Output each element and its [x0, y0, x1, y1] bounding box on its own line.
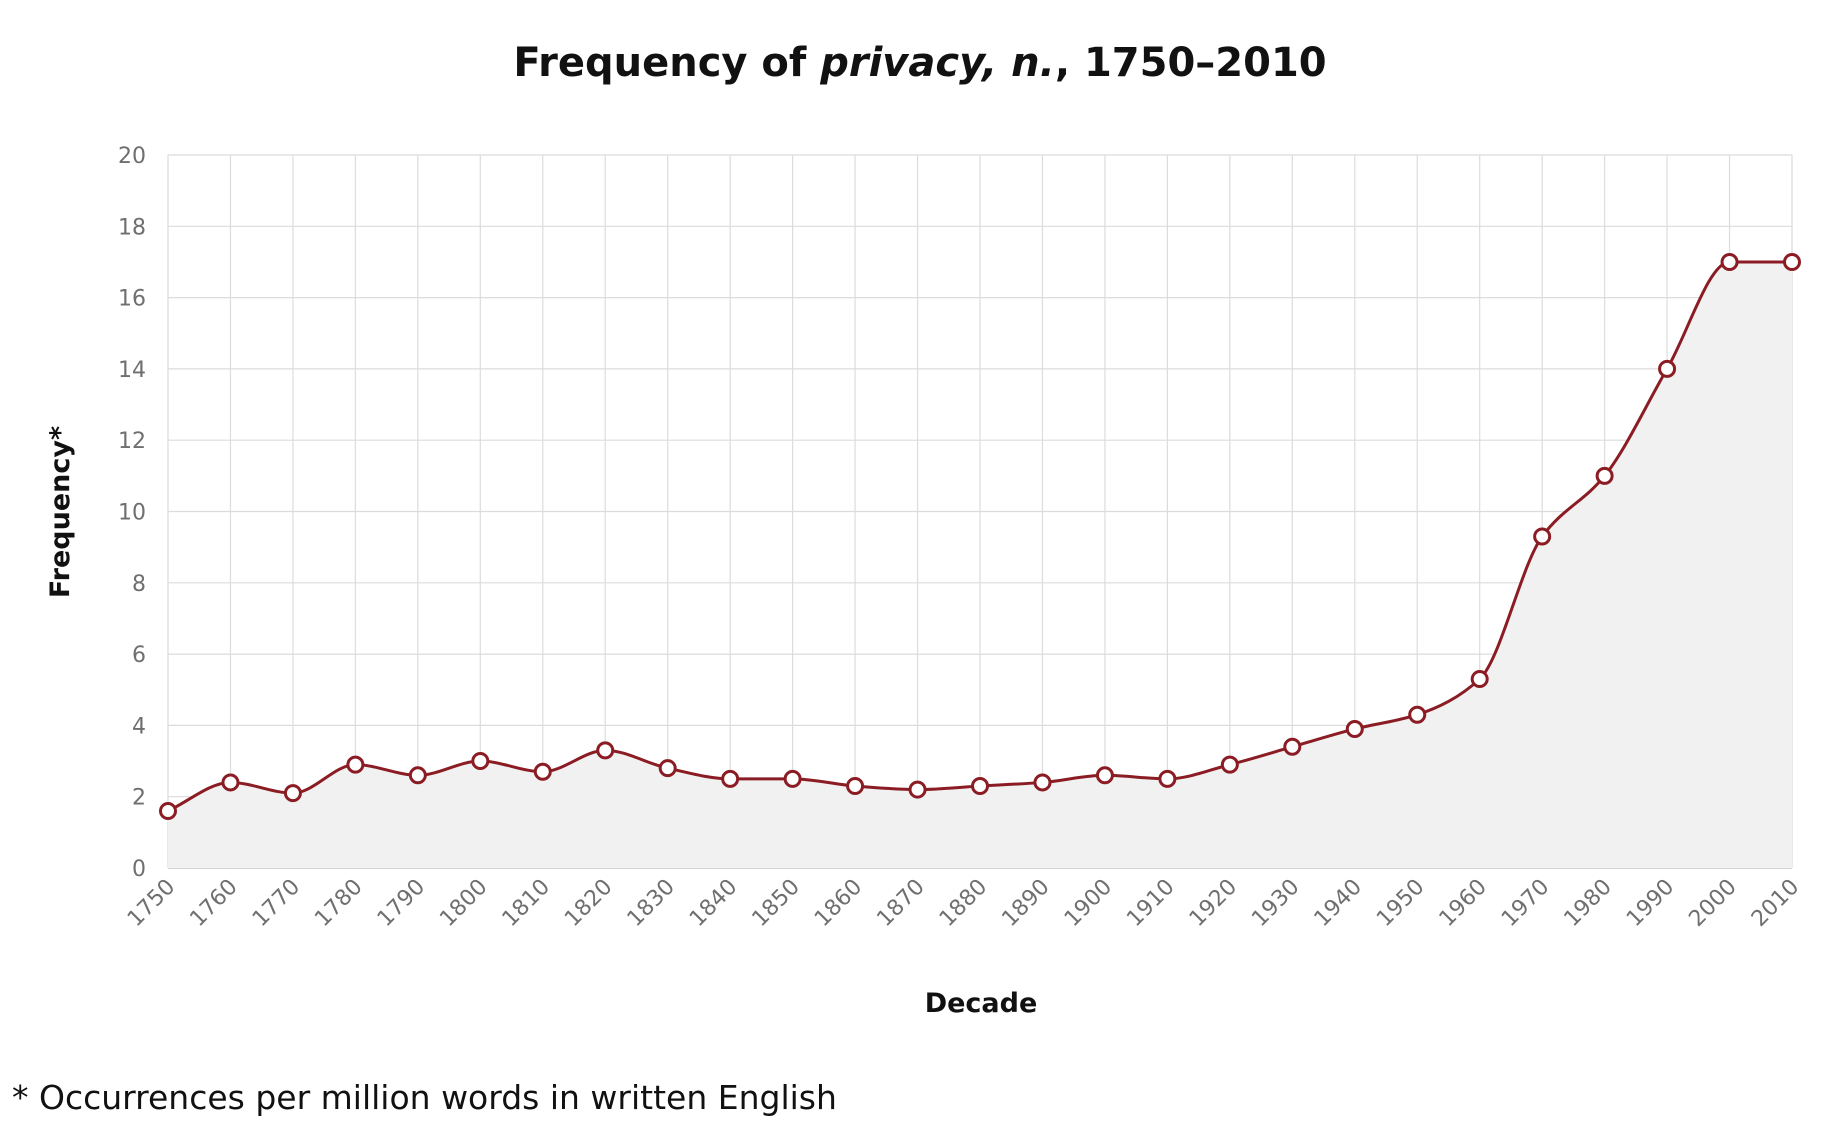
y-tick-label: 10 [118, 501, 146, 526]
data-point[interactable] [658, 759, 677, 778]
y-tick-label: 12 [118, 429, 146, 454]
y-tick-label: 18 [118, 215, 146, 240]
x-tick-label: 1800 [435, 875, 492, 932]
x-axis-ticks: 1750 1760 1770 1780 1790 1800 1810 1820 1830 1840… [123, 875, 1804, 932]
data-point[interactable] [221, 773, 240, 792]
x-tick-label: 1820 [560, 875, 617, 932]
x-tick-label: 1860 [810, 875, 867, 932]
data-point[interactable] [283, 784, 302, 803]
point-layer [159, 252, 1801, 820]
data-point[interactable] [408, 766, 427, 785]
data-point[interactable] [971, 777, 989, 796]
y-tick-label: 6 [132, 643, 146, 668]
data-point[interactable] [1408, 705, 1427, 724]
data-point[interactable] [159, 801, 177, 820]
x-tick-label: 1780 [310, 875, 367, 932]
x-tick-label: 1980 [1560, 875, 1617, 932]
x-tick-label: 1850 [748, 875, 805, 932]
x-axis-title: Decade [925, 988, 1038, 1019]
x-tick-label: 1910 [1122, 875, 1179, 932]
footnote: * Occurrences per million words in writt… [12, 1078, 837, 1117]
x-tick-label: 1880 [935, 875, 992, 932]
x-tick-label: 1760 [185, 875, 242, 932]
series-line [167, 260, 1792, 813]
data-point[interactable] [1595, 466, 1614, 485]
data-point[interactable] [721, 769, 740, 788]
x-tick-label: 1990 [1622, 875, 1679, 932]
x-tick-label: 2010 [1747, 875, 1804, 932]
data-point[interactable] [1470, 670, 1489, 689]
data-point[interactable] [1283, 737, 1302, 756]
x-tick-label: 2000 [1685, 875, 1742, 932]
data-point[interactable] [908, 780, 927, 799]
chart-title-emphasis: privacy, n. [819, 40, 1055, 86]
x-tick-label: 1890 [997, 875, 1054, 932]
x-tick-label: 1940 [1310, 875, 1367, 932]
x-tick-label: 1930 [1247, 875, 1304, 932]
data-point[interactable] [1345, 719, 1364, 738]
data-point[interactable] [1158, 769, 1177, 788]
x-tick-label: 1830 [623, 875, 680, 932]
x-tick-label: 1920 [1185, 875, 1242, 932]
x-tick-label: 1950 [1372, 875, 1429, 932]
series-area [168, 261, 1792, 868]
data-point[interactable] [1720, 252, 1739, 271]
x-tick-label: 1970 [1497, 875, 1554, 932]
data-point[interactable] [533, 762, 552, 781]
chart-title-suffix: , 1750–2010 [1055, 40, 1327, 86]
y-tick-label: 20 [118, 144, 146, 169]
y-axis-title: Frequency* [45, 426, 76, 598]
y-tick-label: 8 [132, 572, 146, 597]
x-tick-label: 1870 [873, 875, 930, 932]
data-point[interactable] [596, 741, 615, 760]
data-point[interactable] [346, 755, 365, 774]
y-tick-label: 14 [118, 358, 146, 383]
chart-title: Frequency of privacy, n., 1750–2010 [513, 40, 1326, 86]
x-tick-label: 1960 [1435, 875, 1492, 932]
data-point[interactable] [783, 769, 802, 788]
area-layer [168, 261, 1792, 868]
data-point[interactable] [846, 777, 865, 796]
x-tick-label: 1840 [685, 875, 742, 932]
data-point[interactable] [1033, 773, 1052, 792]
y-tick-label: 4 [132, 714, 146, 739]
y-tick-label: 2 [132, 786, 146, 811]
chart-title-prefix: Frequency of [513, 40, 820, 86]
data-point[interactable] [1783, 252, 1801, 271]
x-tick-label: 1770 [248, 875, 305, 932]
y-axis-ticks: 0 2 4 6 8 10 12 14 16 18 20 [118, 144, 146, 882]
data-point[interactable] [1658, 359, 1677, 378]
x-tick-label: 1900 [1060, 875, 1117, 932]
data-point[interactable] [471, 752, 490, 771]
y-tick-label: 0 [132, 857, 146, 882]
line-layer [167, 260, 1792, 813]
data-point[interactable] [1220, 755, 1239, 774]
data-point[interactable] [1095, 766, 1114, 785]
x-tick-label: 1750 [123, 875, 180, 932]
data-point[interactable] [1533, 527, 1552, 546]
x-tick-label: 1790 [373, 875, 430, 932]
x-tick-label: 1810 [498, 875, 555, 932]
y-tick-label: 16 [118, 287, 146, 312]
